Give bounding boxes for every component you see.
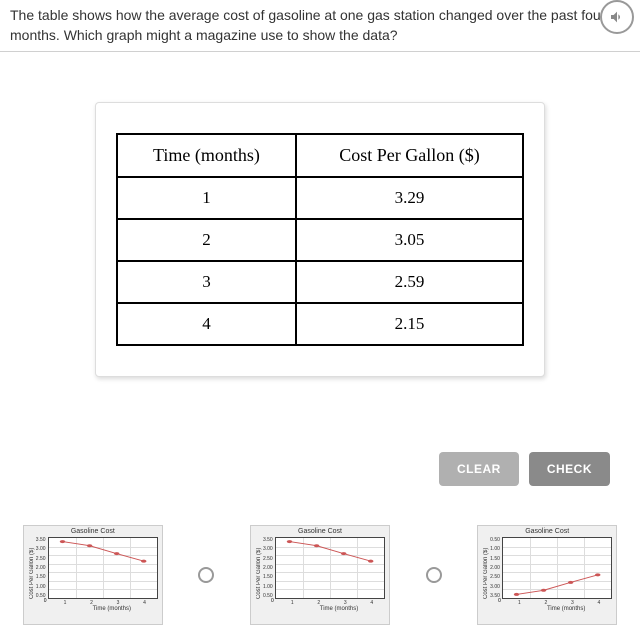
plot-area bbox=[48, 537, 158, 599]
chart-a[interactable]: Gasoline Cost Cost Per Gallon ($)3.503.00… bbox=[23, 525, 163, 625]
chart-title: Gasoline Cost bbox=[482, 528, 612, 535]
x-axis-label: Time (months) bbox=[506, 606, 612, 612]
header-time: Time (months) bbox=[117, 134, 296, 177]
clear-button[interactable]: CLEAR bbox=[439, 452, 519, 486]
y-ticks: 0.501.001.502.002.503.003.50 bbox=[490, 537, 502, 599]
header-cost: Cost Per Gallon ($) bbox=[296, 134, 523, 177]
table-row: 23.05 bbox=[117, 219, 523, 261]
option-c: Gasoline Cost Cost Per Gallon ($)0.501.00… bbox=[477, 525, 617, 625]
data-table: Time (months) Cost Per Gallon ($) 13.29 … bbox=[116, 133, 524, 346]
option-b: Gasoline Cost Cost Per Gallon ($)3.503.00… bbox=[250, 525, 390, 625]
answer-options: Gasoline CostCost Per Gallon ($)3.503.00… bbox=[0, 525, 640, 625]
y-axis-label: Cost Per Gallon ($) bbox=[28, 537, 36, 599]
y-ticks: 3.503.002.502.001.501.000.50 bbox=[263, 537, 275, 599]
plot-area bbox=[275, 537, 385, 599]
chart-title: Gasoline Cost bbox=[255, 528, 385, 535]
chart-b[interactable]: Gasoline Cost Cost Per Gallon ($)3.503.00… bbox=[250, 525, 390, 625]
option-a: Gasoline Cost Cost Per Gallon ($)3.503.00… bbox=[23, 525, 163, 625]
chart-c[interactable]: Gasoline Cost Cost Per Gallon ($)0.501.00… bbox=[477, 525, 617, 625]
action-buttons: CLEAR CHECK bbox=[439, 452, 610, 486]
plot-area bbox=[502, 537, 612, 599]
audio-button[interactable] bbox=[600, 0, 634, 34]
data-table-card: Time (months) Cost Per Gallon ($) 13.29 … bbox=[95, 102, 545, 377]
table-row: 42.15 bbox=[117, 303, 523, 345]
table-row: 32.59 bbox=[117, 261, 523, 303]
check-button[interactable]: CHECK bbox=[529, 452, 610, 486]
radio-a[interactable] bbox=[198, 567, 214, 583]
y-ticks: 3.503.002.502.001.501.000.50 bbox=[36, 537, 48, 599]
radio-b[interactable] bbox=[426, 567, 442, 583]
y-axis-label: Cost Per Gallon ($) bbox=[482, 537, 490, 599]
x-axis-label: Time (months) bbox=[52, 606, 158, 612]
y-axis-label: Cost Per Gallon ($) bbox=[255, 537, 263, 599]
chart-title: Gasoline Cost bbox=[28, 528, 158, 535]
x-axis-label: Time (months) bbox=[279, 606, 385, 612]
table-row: 13.29 bbox=[117, 177, 523, 219]
question-text: The table shows how the average cost of … bbox=[10, 6, 630, 45]
table-header-row: Time (months) Cost Per Gallon ($) bbox=[117, 134, 523, 177]
speaker-icon bbox=[609, 9, 625, 25]
question-box: The table shows how the average cost of … bbox=[0, 0, 640, 52]
